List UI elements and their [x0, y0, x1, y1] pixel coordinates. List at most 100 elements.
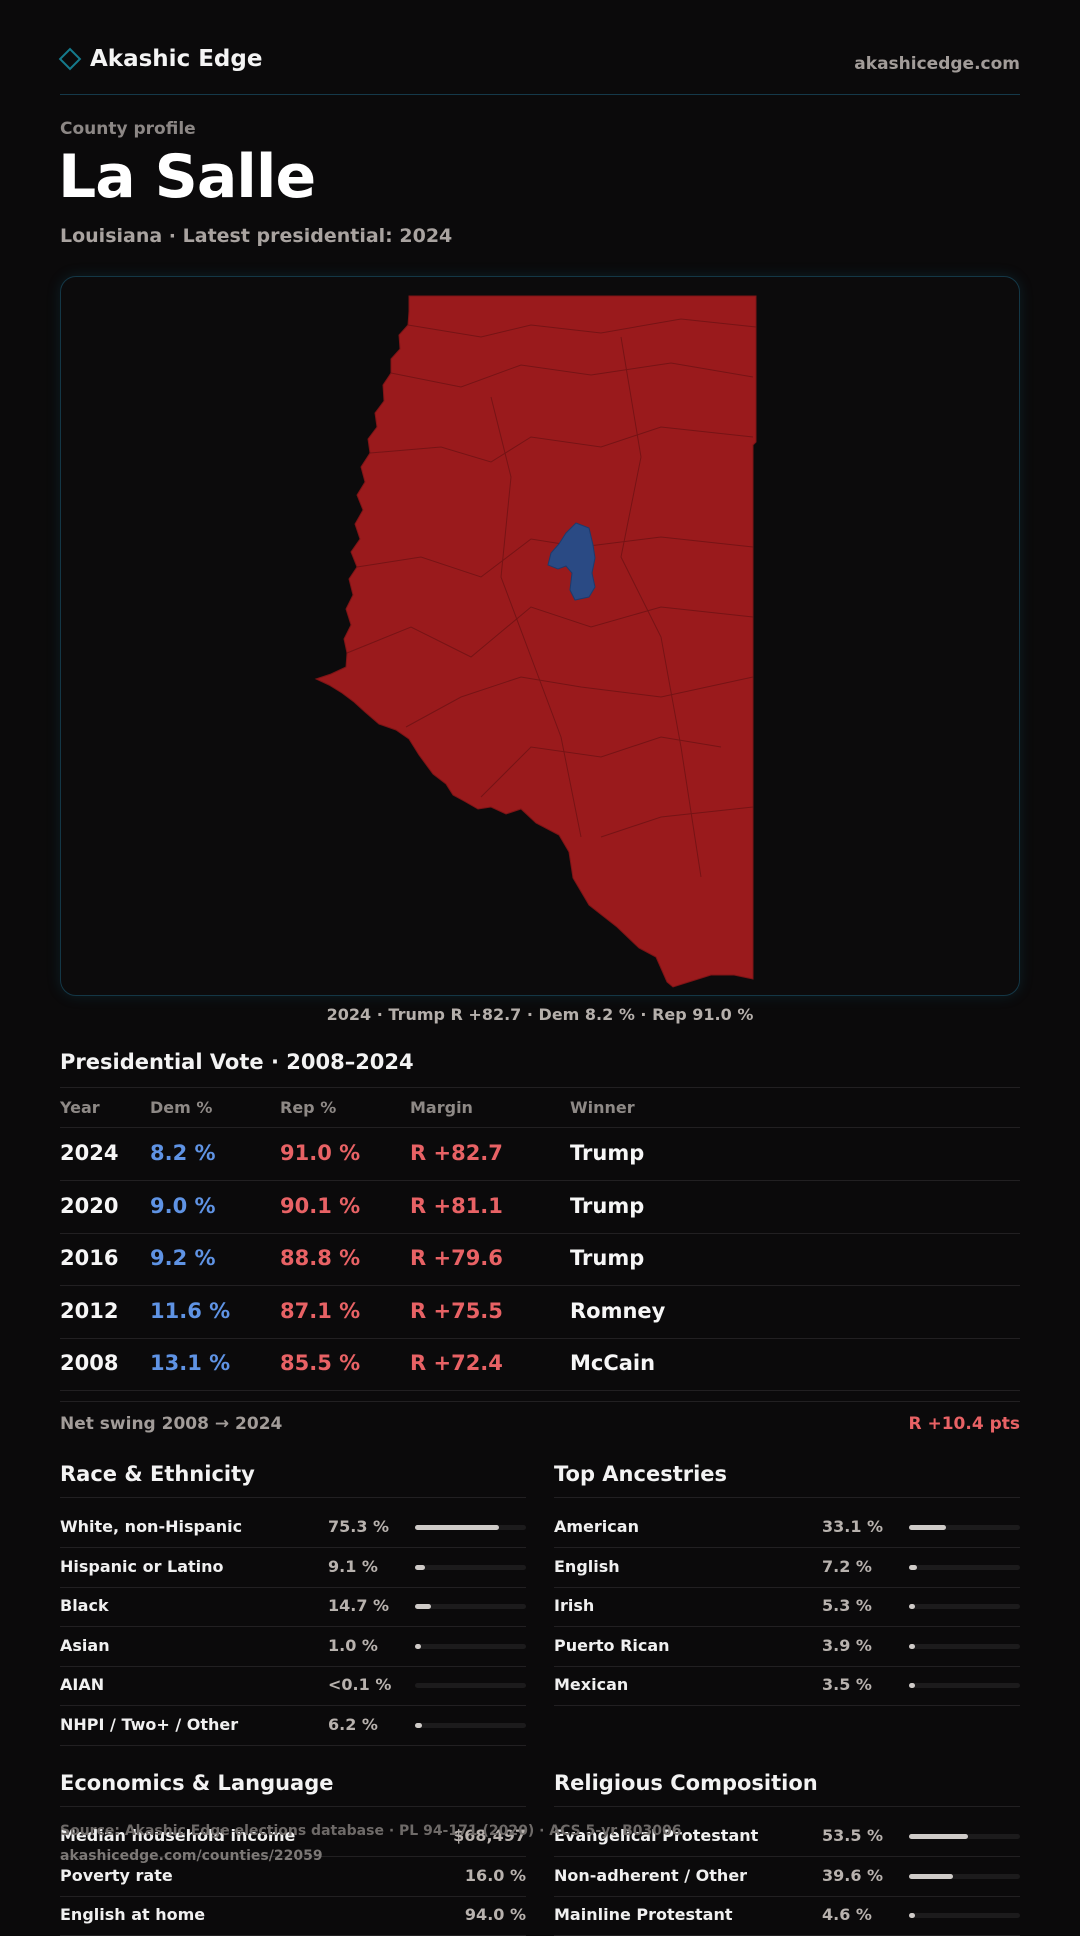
ancestry-row: American 33.1 % — [554, 1508, 1020, 1548]
share-bar-fill — [909, 1564, 917, 1570]
rep-cell: 87.1 % — [280, 1299, 361, 1323]
race-section-title: Race & Ethnicity — [60, 1462, 255, 1486]
share-bar — [415, 1722, 526, 1728]
religion-row: Mainline Protestant 4.6 % — [554, 1896, 1020, 1936]
winner-cell: Romney — [570, 1299, 666, 1323]
page-url[interactable]: akashicedge.com/counties/22059 — [60, 1848, 323, 1864]
row-value: <0.1 % — [328, 1675, 392, 1694]
race-row: NHPI / Two+ / Other 6.2 % — [60, 1706, 526, 1746]
row-label: English — [554, 1556, 620, 1576]
rep-cell: 90.1 % — [280, 1194, 361, 1218]
page-subtitle: Louisiana · Latest presidential: 2024 — [60, 225, 453, 247]
row-value: 3.5 % — [822, 1675, 872, 1694]
share-bar-fill — [415, 1643, 421, 1649]
row-value: 6.2 % — [328, 1714, 378, 1734]
ancestry-row: English 7.2 % — [554, 1548, 1020, 1588]
divider — [60, 1806, 526, 1807]
row-value: 9.1 % — [328, 1556, 378, 1576]
row-label: Hispanic or Latino — [60, 1556, 224, 1576]
row-label: Irish — [554, 1596, 595, 1615]
share-bar-fill — [909, 1873, 953, 1879]
economics-row: Poverty rate 16.0 % — [60, 1857, 526, 1897]
ancestry-section-title: Top Ancestries — [554, 1462, 728, 1486]
share-bar-fill — [415, 1564, 426, 1570]
site-link[interactable]: akashicedge.com — [854, 54, 1020, 74]
race-row: White, non-Hispanic 75.3 % — [60, 1508, 526, 1548]
divider — [554, 1497, 1020, 1498]
col-rep-header: Rep % — [280, 1098, 337, 1117]
col-year-header: Year — [60, 1098, 100, 1117]
divider — [60, 1087, 1020, 1088]
county-map — [314, 295, 757, 988]
year-cell: 2016 — [60, 1246, 119, 1270]
share-bar-fill — [909, 1643, 915, 1649]
row-value: 1.0 % — [328, 1635, 378, 1655]
brand[interactable]: Akashic Edge — [58, 46, 262, 72]
rep-cell: 91.0 % — [280, 1141, 361, 1165]
row-label: Poverty rate — [60, 1865, 173, 1885]
divider — [60, 1497, 526, 1498]
row-value: 16.0 % — [464, 1865, 526, 1885]
year-cell: 2024 — [60, 1141, 119, 1165]
winner-cell: Trump — [570, 1194, 645, 1218]
ancestry-row: Irish 5.3 % — [554, 1587, 1020, 1627]
row-label: English at home — [60, 1905, 206, 1924]
county-shape-dem — [547, 522, 596, 601]
row-value: 7.2 % — [822, 1556, 872, 1576]
dem-cell: 13.1 % — [150, 1351, 231, 1375]
table-row: 2020 9.0 % 90.1 % R +81.1 Trump — [60, 1181, 1020, 1234]
race-row: Asian 1.0 % — [60, 1627, 526, 1667]
race-row: Hispanic or Latino 9.1 % — [60, 1548, 526, 1588]
share-bar-fill — [909, 1683, 915, 1688]
economics-section-title: Economics & Language — [60, 1771, 334, 1795]
winner-cell: Trump — [570, 1246, 645, 1270]
table-row: 2024 8.2 % 91.0 % R +82.7 Trump — [60, 1128, 1020, 1181]
dem-cell: 9.0 % — [150, 1194, 216, 1218]
share-bar — [415, 1643, 526, 1649]
share-bar — [415, 1564, 526, 1570]
margin-cell: R +82.7 — [410, 1141, 503, 1165]
col-margin-header: Margin — [410, 1098, 473, 1117]
row-value: 14.7 % — [328, 1596, 390, 1615]
row-label: NHPI / Two+ / Other — [60, 1714, 239, 1734]
ancestry-row: Puerto Rican 3.9 % — [554, 1627, 1020, 1667]
share-bar-fill — [415, 1722, 422, 1728]
table-row: 2008 13.1 % 85.5 % R +72.4 McCain — [60, 1338, 1020, 1391]
share-bar-fill — [909, 1834, 969, 1839]
share-bar — [909, 1564, 1020, 1570]
source-note: Source: Akashic Edge elections database … — [60, 1823, 682, 1839]
row-label: White, non-Hispanic — [60, 1517, 243, 1536]
share-bar — [909, 1683, 1020, 1688]
row-value: 3.9 % — [822, 1635, 872, 1655]
winner-cell: McCain — [570, 1351, 656, 1375]
row-label: American — [554, 1517, 639, 1536]
row-value: 5.3 % — [822, 1596, 872, 1615]
vote-section-title: Presidential Vote · 2008–2024 — [60, 1050, 414, 1074]
share-bar — [909, 1873, 1020, 1879]
share-bar-fill — [415, 1525, 499, 1530]
dem-cell: 8.2 % — [150, 1141, 216, 1165]
row-label: AIAN — [60, 1675, 105, 1694]
winner-cell: Trump — [570, 1141, 645, 1165]
economics-row: English at home 94.0 % — [60, 1896, 526, 1936]
col-dem-header: Dem % — [150, 1098, 213, 1117]
share-bar — [415, 1604, 526, 1609]
share-bar — [909, 1525, 1020, 1530]
rep-cell: 85.5 % — [280, 1351, 361, 1375]
divider — [60, 1401, 1020, 1402]
margin-cell: R +72.4 — [410, 1351, 503, 1375]
row-value: 39.6 % — [822, 1865, 884, 1885]
share-bar-fill — [909, 1604, 915, 1609]
county-shape-rep — [314, 295, 757, 988]
profile-eyebrow: County profile — [60, 119, 196, 139]
net-swing-label: Net swing 2008 → 2024 — [60, 1414, 283, 1434]
share-bar — [909, 1643, 1020, 1649]
diamond-logo-icon — [58, 47, 82, 71]
county-map-panel — [60, 276, 1020, 996]
margin-cell: R +79.6 — [410, 1246, 503, 1270]
row-label: Mainline Protestant — [554, 1905, 733, 1924]
divider — [60, 1127, 1020, 1128]
share-bar — [909, 1604, 1020, 1609]
share-bar — [415, 1683, 526, 1688]
rep-cell: 88.8 % — [280, 1246, 361, 1270]
